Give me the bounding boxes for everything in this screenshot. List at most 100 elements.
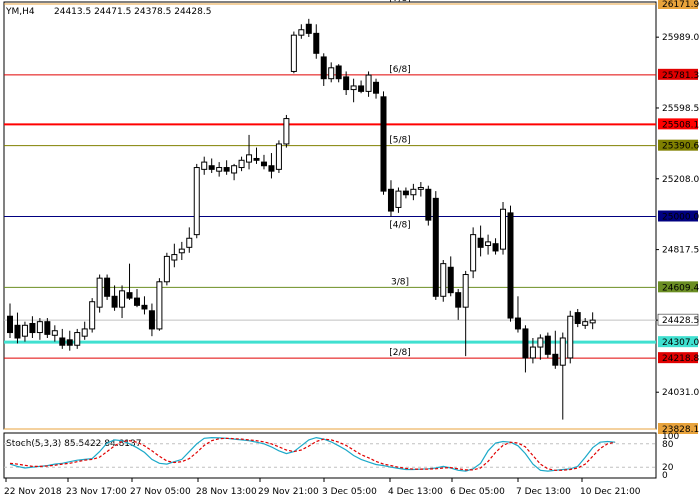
candle-body — [238, 159, 245, 169]
time-tick-label: 6 Dec 05:00 — [450, 487, 505, 497]
candle-body — [589, 319, 596, 324]
candle-body — [81, 328, 88, 337]
candle-body — [507, 212, 514, 319]
level-price-label: 24609.4 — [662, 283, 699, 293]
candle-body — [447, 266, 454, 294]
candle-body — [148, 310, 155, 330]
candle-body — [350, 85, 357, 91]
candle-body — [470, 234, 477, 272]
candle-body — [373, 81, 380, 94]
candle-body — [440, 263, 447, 297]
candle-body — [343, 76, 350, 91]
time-tick-label: 3 Dec 05:00 — [322, 487, 377, 497]
candle-body — [66, 339, 73, 346]
level-price-label: 25000.0 — [662, 213, 699, 223]
level-name-label: 3/8] — [391, 277, 409, 287]
candle-body — [298, 29, 305, 36]
candle-body — [89, 301, 96, 330]
time-tick-label: 7 Dec 13:00 — [516, 487, 571, 497]
time-tick-label: 23 Nov 17:00 — [66, 487, 127, 497]
level-price-label: 24218.8 — [662, 354, 699, 364]
candle-body — [574, 312, 581, 324]
candle-body — [380, 96, 387, 192]
price-tick-label: 25208.0 — [662, 175, 699, 185]
price-tick-label: 24817.5 — [662, 246, 699, 256]
candle-body — [290, 34, 297, 72]
time-tick-label: 4 Dec 13:00 — [388, 487, 443, 497]
stoch-main-line — [9, 436, 616, 472]
level-price-box — [658, 281, 698, 293]
stoch-signal-line — [9, 437, 616, 471]
candle-body — [335, 65, 342, 80]
candle-body — [29, 322, 36, 334]
candle-body — [313, 32, 320, 54]
candle-body — [432, 197, 439, 297]
level-price-label: 23828.1 — [662, 425, 699, 435]
candle-body — [492, 243, 499, 252]
candle-body — [410, 188, 417, 196]
level-price-label: 25781.3 — [662, 71, 699, 81]
level-name-label: [5/8] — [389, 136, 411, 146]
candle-body — [7, 315, 13, 334]
candle-body — [246, 154, 253, 163]
candle-body — [201, 161, 208, 170]
chart-ohlc-values: 24413.5 24471.5 24378.5 24428.5 — [54, 7, 211, 17]
level-name-label: [2/8] — [389, 348, 411, 358]
candle-body — [283, 118, 290, 145]
indicator-title: Stoch(5,3,3) 85.5422 84.8137 — [6, 439, 141, 449]
candle-body — [96, 277, 103, 308]
level-name-label: [6/8] — [389, 65, 411, 75]
candle-body — [14, 324, 21, 339]
candle-body — [462, 274, 469, 308]
level-price-box — [658, 118, 698, 130]
candle-body — [74, 332, 81, 346]
price-tick-label: 25598.5 — [662, 104, 699, 114]
level-price-label: 26171.9 — [662, 0, 699, 10]
candle-body — [402, 190, 409, 196]
candle-body — [485, 241, 492, 247]
candle-body — [500, 208, 507, 250]
level-price-box — [658, 352, 698, 364]
candle-body — [537, 337, 544, 348]
candle-body — [231, 165, 238, 174]
stoch-tick-label: 20 — [662, 463, 674, 473]
current-price-label: 24428.5 — [662, 316, 699, 326]
candle-body — [387, 188, 394, 212]
stoch-tick-label: 0 — [662, 471, 668, 481]
candle-body — [522, 328, 529, 359]
candle-body — [275, 143, 282, 170]
candle-body — [133, 297, 140, 306]
chart-symbol-label: YM,H4 — [5, 7, 35, 17]
candle-body — [21, 324, 28, 337]
time-tick-label: 27 Nov 05:00 — [130, 487, 191, 497]
level-price-box — [658, 336, 698, 348]
candle-body — [208, 165, 215, 170]
level-price-box — [658, 423, 698, 434]
candle-body — [559, 337, 566, 366]
candle-body — [477, 237, 484, 248]
candle-body — [163, 255, 170, 283]
level-price-box — [658, 0, 698, 9]
candle-body — [328, 67, 335, 80]
candle-body — [425, 188, 432, 221]
candle-body — [320, 56, 327, 80]
candle-body — [544, 335, 551, 355]
candle-body — [567, 315, 574, 359]
candle-body — [104, 277, 111, 297]
price-tick-label: 24031.0 — [662, 388, 699, 398]
candle-body — [514, 317, 521, 330]
candle-body — [126, 292, 133, 299]
price-tick-label: 25989.0 — [662, 33, 699, 43]
time-tick-label: 28 Nov 13:00 — [196, 487, 257, 497]
stoch-tick-label: 80 — [662, 440, 674, 450]
candle-body — [51, 330, 58, 336]
candle-body — [171, 254, 178, 261]
candle-body — [223, 167, 230, 172]
candle-body — [552, 353, 559, 366]
indicator-plot-frame — [3, 432, 657, 479]
level-price-box — [658, 210, 698, 222]
level-price-label: 25390.6 — [662, 142, 699, 152]
candle-body — [186, 237, 193, 248]
level-price-box — [658, 68, 698, 80]
